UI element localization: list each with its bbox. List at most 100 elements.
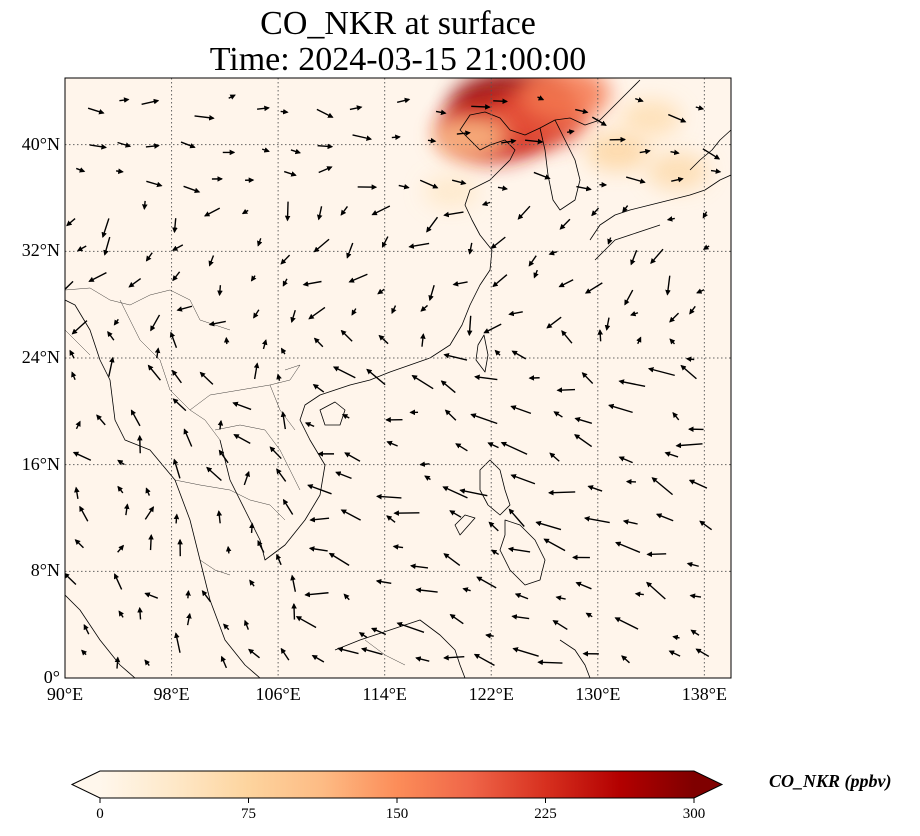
wind-arrow	[103, 236, 111, 256]
wind-arrow	[585, 612, 593, 618]
wind-arrow	[688, 479, 708, 489]
wind-arrow	[511, 614, 530, 620]
map-frame	[64, 77, 732, 679]
wind-arrow	[344, 452, 361, 462]
wind-arrow	[636, 336, 642, 345]
wind-arrow	[624, 289, 634, 306]
wind-arrow	[392, 544, 404, 550]
wind-arrow	[411, 375, 434, 390]
wind-arrow	[561, 330, 573, 344]
wind-arrow	[533, 269, 539, 279]
colorbar-tick-label: 75	[241, 806, 256, 822]
wind-arrow	[665, 275, 671, 296]
wind-arrow	[511, 350, 527, 360]
wind-arrow	[343, 593, 350, 601]
wind-arrow	[316, 108, 334, 118]
wind-arrow	[576, 185, 592, 192]
map-background	[65, 78, 731, 678]
coastline-philippines-south	[499, 519, 546, 586]
plot-title-line-1: CO_NKR at surface	[260, 5, 536, 42]
wind-arrow	[141, 98, 160, 106]
wind-arrow	[145, 487, 151, 496]
wind-arrow	[507, 546, 531, 553]
wind-arrow	[243, 619, 250, 630]
wind-arrow	[71, 320, 88, 335]
wind-arrow	[381, 236, 389, 248]
wind-arrow	[501, 138, 517, 145]
coastline-korea	[539, 119, 581, 211]
wind-arrow	[555, 595, 566, 601]
wind-arrow	[386, 515, 396, 523]
longitude-label: 122°E	[468, 684, 514, 704]
wind-arrow	[668, 650, 681, 657]
wind-arrow	[702, 148, 721, 160]
wind-arrow	[145, 252, 153, 262]
wind-arrow	[217, 419, 224, 430]
wind-arrow	[280, 108, 289, 115]
wind-arrow	[587, 485, 603, 492]
wind-arrow	[243, 470, 250, 486]
wind-arrow	[79, 505, 89, 522]
wind-arrow	[107, 330, 115, 341]
wind-arrow	[702, 211, 708, 219]
wind-arrow	[452, 281, 468, 287]
wind-arrow	[116, 168, 124, 174]
wind-arrow	[591, 207, 600, 217]
wind-arrow	[466, 315, 473, 337]
wind-arrow	[546, 316, 562, 329]
wind-arrow	[686, 561, 699, 568]
wind-arrow	[391, 134, 401, 141]
wind-arrow	[428, 284, 435, 302]
wind-arrow	[316, 206, 323, 221]
wind-arrow	[497, 185, 508, 191]
wind-arrow	[668, 113, 687, 123]
co-concentration-field	[423, 78, 709, 209]
wind-arrow	[376, 493, 402, 500]
wind-arrow	[690, 629, 700, 636]
wind-arrow	[208, 255, 215, 267]
longitude-label: 138°E	[681, 684, 727, 704]
wind-arrow	[514, 593, 529, 600]
wind-arrow	[647, 367, 675, 377]
wind-arrow	[69, 349, 75, 359]
wind-arrow	[443, 352, 468, 361]
wind-arrow	[307, 484, 332, 495]
wind-arrow	[89, 144, 107, 150]
wind-arrow	[141, 200, 148, 210]
colorbar	[70, 770, 724, 803]
wind-arrow	[615, 541, 641, 554]
wind-arrow	[250, 275, 257, 282]
wind-arrow	[455, 443, 468, 452]
wind-arrow	[710, 168, 722, 174]
wind-arrow	[426, 216, 439, 233]
wind-arrow	[625, 176, 646, 184]
wind-arrow	[171, 369, 182, 384]
wind-arrow	[337, 646, 359, 655]
wind-arrow	[696, 288, 705, 294]
wind-arrow	[75, 420, 81, 430]
wind-arrow	[459, 488, 488, 497]
wind-arrow	[449, 614, 464, 625]
wind-arrow	[185, 590, 191, 599]
wind-arrow	[689, 305, 696, 315]
coastline-south-china	[334, 79, 641, 391]
wind-arrow	[220, 655, 228, 669]
wind-arrow	[74, 539, 84, 549]
wind-arrow	[371, 627, 387, 636]
wind-arrow	[118, 610, 124, 618]
wind-arrow	[639, 148, 651, 155]
wind-arrow	[621, 655, 630, 664]
wind-arrow	[449, 510, 462, 518]
wind-arrow	[223, 623, 230, 631]
wind-arrow	[117, 485, 124, 494]
wind-arrow	[346, 242, 354, 259]
concentration-hotspot	[585, 131, 651, 172]
wind-arrow	[328, 552, 350, 566]
wind-arrow	[65, 280, 74, 291]
wind-arrow	[618, 379, 646, 388]
wind-arrow	[671, 176, 684, 183]
wind-arrow	[291, 602, 297, 620]
latitude-label: 40°N	[21, 133, 60, 154]
wind-arrow	[685, 356, 695, 363]
wind-arrow	[76, 245, 87, 252]
